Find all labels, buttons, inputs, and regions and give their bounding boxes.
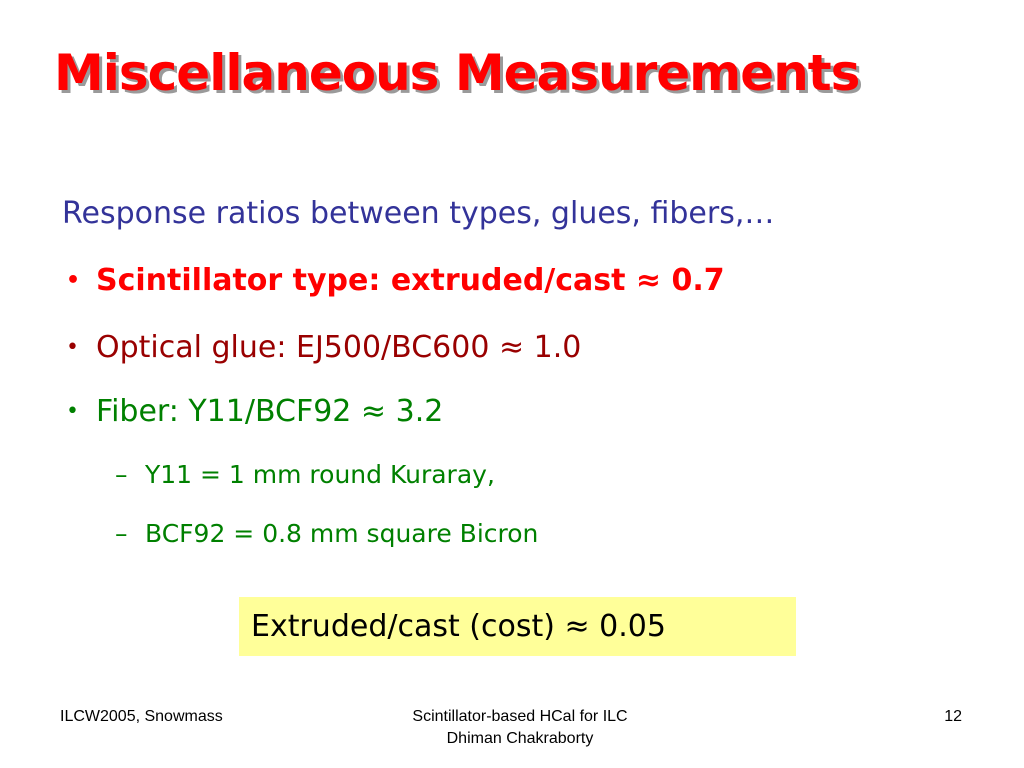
footer-author: Dhiman Chakraborty [446,730,594,747]
bullet-optical-glue: • Optical glue: EJ500/BC600 ≈ 1.0 [66,328,581,368]
bullet-marker: • [66,335,79,360]
bullet-text: Optical glue: EJ500/BC600 ≈ 1.0 [96,330,582,365]
footer-page-number: 12 [944,708,962,725]
cost-ratio-highlight-box: Extruded/cast (cost) ≈ 0.05 [239,597,796,656]
bullet-text: Fiber: Y11/BCF92 ≈ 3.2 [96,394,444,429]
bullet-scintillator-type: • Scintillator type: extruded/cast ≈ 0.7 [66,261,725,301]
sub-bullet-y11: – Y11 = 1 mm round Kuraray, [115,458,495,492]
highlight-text: Extruded/cast (cost) ≈ 0.05 [251,609,666,644]
sub-bullet-marker: – [115,460,128,489]
sub-bullet-text: BCF92 = 0.8 mm square Bicron [145,519,539,548]
bullet-marker: • [66,399,79,424]
sub-bullet-marker: – [115,519,128,548]
intro-text: Response ratios between types, glues, fi… [62,196,775,231]
footer-center: Scintillator-based HCal for ILC Dhiman C… [330,706,710,750]
bullet-marker: • [66,268,81,293]
bullet-text: Scintillator type: extruded/cast ≈ 0.7 [96,263,725,298]
slide-title: Miscellaneous Measurements [54,44,860,102]
footer-talk-title: Scintillator-based HCal for ILC [412,708,628,725]
sub-bullet-text: Y11 = 1 mm round Kuraray, [145,460,495,489]
bullet-fiber: • Fiber: Y11/BCF92 ≈ 3.2 [66,392,443,432]
sub-bullet-bcf92: – BCF92 = 0.8 mm square Bicron [115,517,538,551]
footer-conference: ILCW2005, Snowmass [60,708,223,725]
